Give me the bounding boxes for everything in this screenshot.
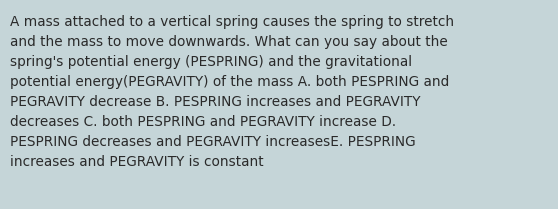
Text: A mass attached to a vertical spring causes the spring to stretch
and the mass t: A mass attached to a vertical spring cau… <box>10 15 454 169</box>
